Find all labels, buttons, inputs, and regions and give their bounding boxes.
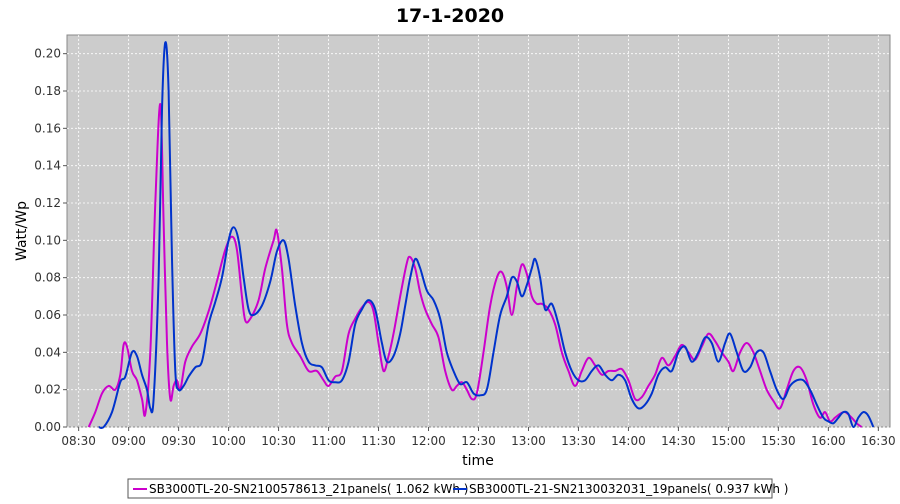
grid-lines <box>67 35 890 428</box>
y-tick-label: 0.12 <box>34 196 61 210</box>
y-tick-label: 0.08 <box>34 271 61 285</box>
series-line-1 <box>87 103 863 428</box>
chart-title: 17-1-2020 <box>396 5 504 27</box>
x-axis: 08:30 09:00 09:30 10:00 10:30 11:00 11:30 12:00… <box>61 427 896 448</box>
x-tick-label: 15:00 <box>711 434 746 448</box>
x-tick-label: 12:30 <box>461 434 496 448</box>
x-tick-label: 11:30 <box>361 434 396 448</box>
x-tick-label: 15:30 <box>761 434 796 448</box>
x-tick-label: 13:00 <box>511 434 546 448</box>
x-tick-label: 16:30 <box>861 434 896 448</box>
x-tick-label: 09:30 <box>161 434 196 448</box>
y-tick-label: 0.18 <box>34 84 61 98</box>
y-tick-label: 0.00 <box>34 420 61 434</box>
x-tick-label: 10:00 <box>211 434 246 448</box>
y-tick-label: 0.10 <box>34 233 61 247</box>
x-tick-label: 09:00 <box>111 434 146 448</box>
x-axis-label: time <box>462 453 494 469</box>
y-axis-label: Watt/Wp <box>14 201 30 261</box>
x-tick-label: 08:30 <box>61 434 96 448</box>
x-tick-label: 13:30 <box>561 434 596 448</box>
y-tick-label: 0.14 <box>34 159 61 173</box>
y-tick-label: 0.20 <box>34 47 61 61</box>
x-tick-label: 14:30 <box>661 434 696 448</box>
x-tick-label: 10:30 <box>261 434 296 448</box>
legend: SB3000TL-20-SN2100578613_21panels( 1.062… <box>127 478 788 499</box>
x-tick-label: 16:00 <box>811 434 846 448</box>
legend-label-series-2: SB3000TL-21-SN2130032031_19panels( 0.937… <box>469 482 788 496</box>
x-tick-label: 11:00 <box>311 434 346 448</box>
y-tick-label: 0.06 <box>34 308 61 322</box>
x-tick-label: 14:00 <box>611 434 646 448</box>
series-line-2 <box>98 41 875 430</box>
y-tick-label: 0.16 <box>34 121 61 135</box>
y-tick-label: 0.02 <box>34 383 61 397</box>
y-axis: 0.00 0.02 0.04 0.06 0.08 0.10 0.12 0.14 0.16 0.18… <box>34 47 67 434</box>
legend-label-series-1: SB3000TL-20-SN2100578613_21panels( 1.062… <box>149 482 468 496</box>
series-layer <box>87 41 875 430</box>
legend-box <box>127 478 773 499</box>
y-tick-label: 0.04 <box>34 345 61 359</box>
x-tick-label: 12:00 <box>411 434 446 448</box>
